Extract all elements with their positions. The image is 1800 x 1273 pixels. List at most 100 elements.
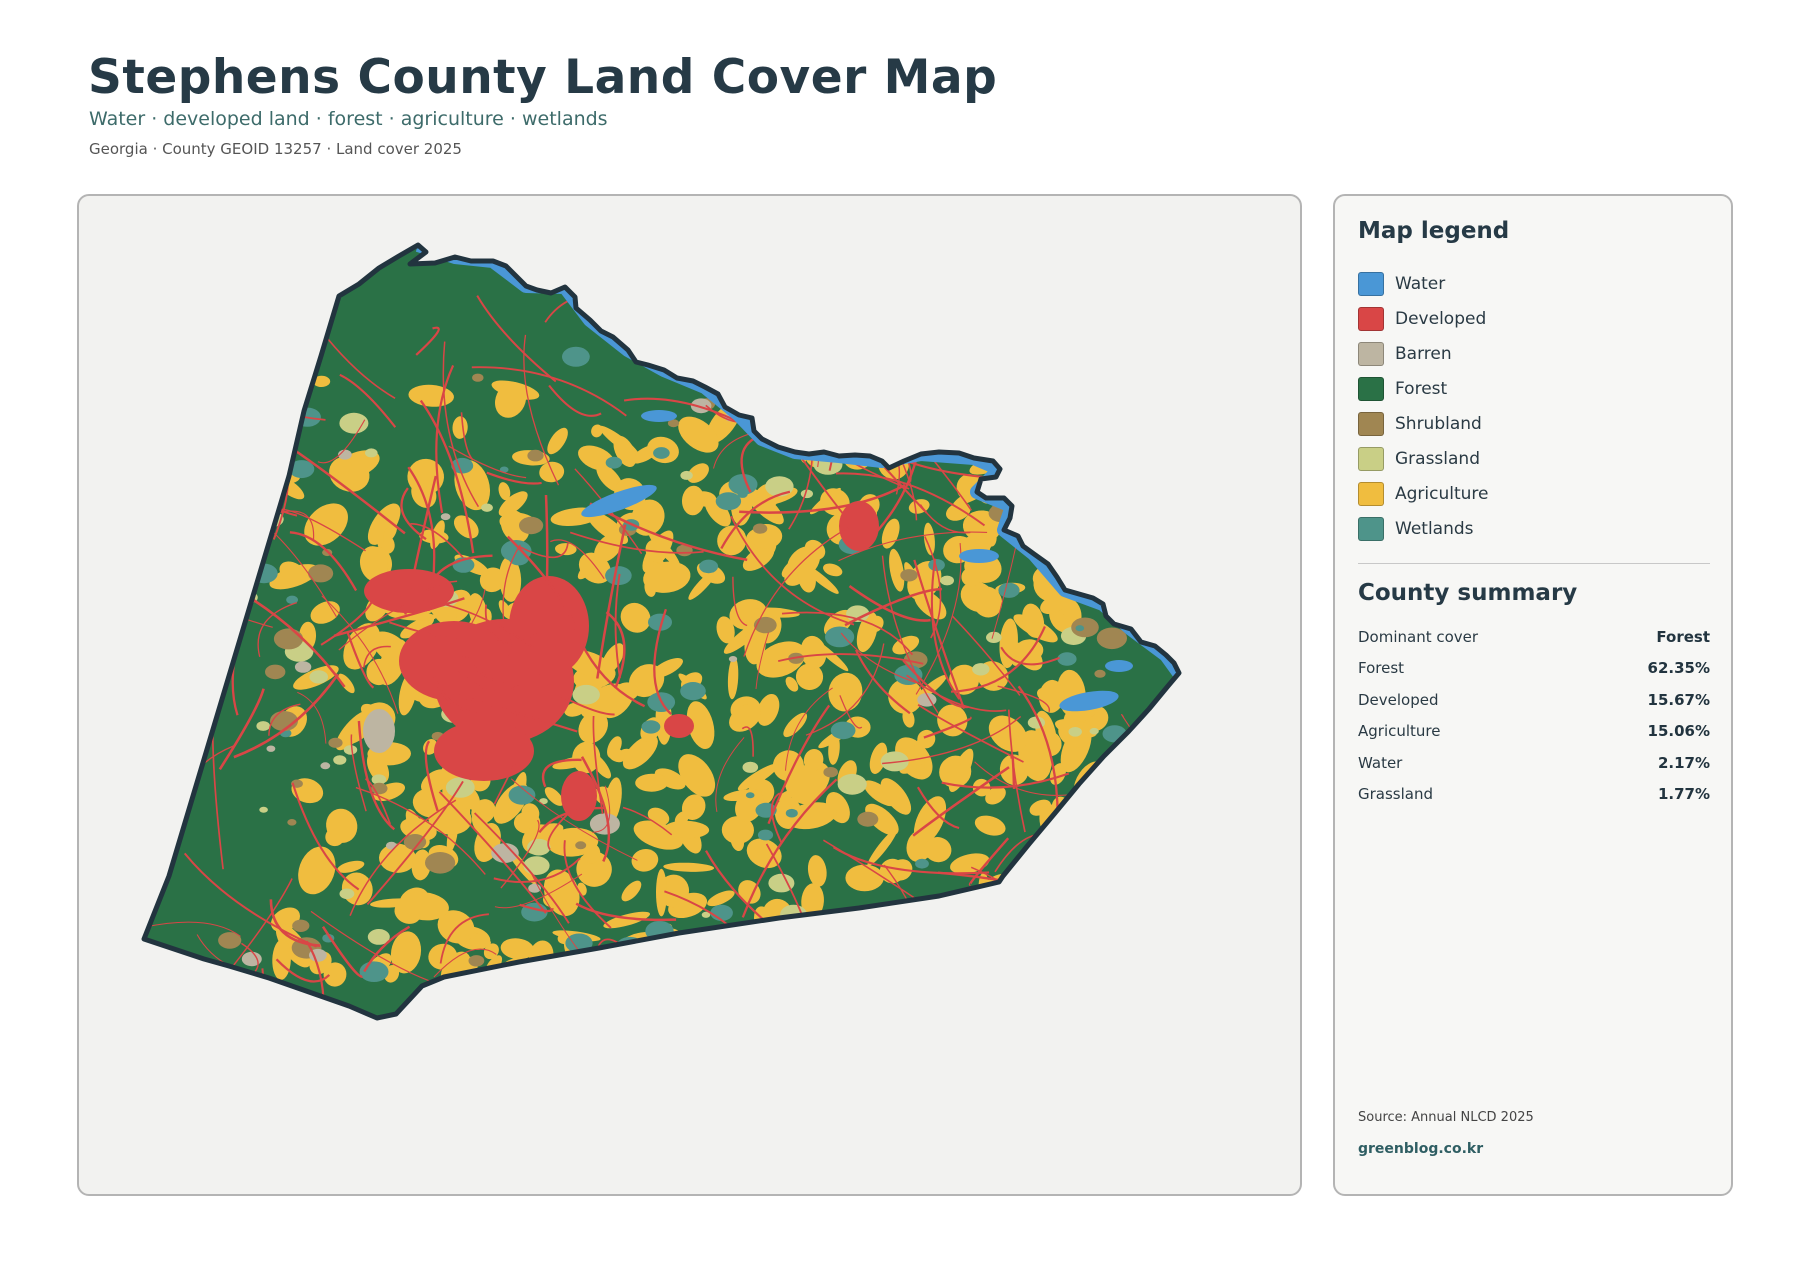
agriculture-patch (1007, 449, 1025, 466)
shrubland-patch (900, 569, 918, 582)
shrubland-patch (1054, 863, 1063, 869)
barren-patch (501, 971, 514, 980)
agriculture-patch (814, 922, 834, 958)
agriculture-patch (803, 748, 824, 771)
grassland-patch (880, 751, 909, 772)
agriculture-patch (971, 936, 998, 951)
grassland-patch (759, 385, 785, 403)
barren-patch (338, 449, 352, 460)
legend-item-agriculture: Agriculture (1358, 476, 1489, 511)
legend-swatch (1358, 306, 1384, 331)
agriculture-patch (367, 503, 401, 545)
wetlands-patch (928, 559, 945, 571)
agriculture-patch (816, 404, 845, 436)
agriculture-patch (1081, 896, 1112, 914)
legend-label: Agriculture (1395, 483, 1489, 504)
shrubland-patch (1071, 617, 1099, 638)
shrubland-patch (800, 979, 810, 987)
wetlands-patch (1116, 409, 1130, 419)
barren-patch (320, 762, 331, 770)
wetlands-patch (715, 492, 742, 511)
map-panel[interactable]: N (77, 194, 1302, 1196)
road-segment (1067, 841, 1081, 915)
agriculture-patch (999, 618, 1018, 669)
grassland-patch (701, 911, 711, 918)
grassland-patch (940, 575, 954, 586)
road-segment (1096, 986, 1127, 1018)
agriculture-patch (738, 880, 761, 904)
agriculture-patch (1060, 593, 1080, 626)
agriculture-patch (1048, 852, 1084, 874)
legend-label: Developed (1395, 308, 1487, 329)
agriculture-patch (920, 910, 935, 962)
road-segment (339, 373, 397, 428)
agriculture-patch (577, 557, 600, 580)
agriculture-patch (622, 735, 658, 770)
shrubland-patch (1083, 530, 1110, 549)
agriculture-patch (586, 510, 629, 545)
wetlands-patch (968, 380, 983, 391)
road-segment (715, 737, 745, 812)
agriculture-patch (961, 567, 981, 587)
road-segment (739, 483, 906, 514)
agriculture-patch (564, 702, 586, 717)
agriculture-patch (498, 482, 511, 501)
shrubland-patch (997, 447, 1010, 456)
agriculture-patch (1071, 865, 1093, 886)
road-segment (515, 964, 552, 973)
road-segment (510, 778, 638, 861)
grassland-patch (343, 745, 358, 755)
road-segment (700, 291, 747, 370)
road-segment (471, 366, 627, 417)
grassland-patch (1100, 409, 1130, 431)
credit-link[interactable]: greenblog.co.kr (1358, 1141, 1484, 1157)
agriculture-patch (411, 849, 432, 881)
agriculture-patch (865, 803, 899, 836)
road-segment (519, 903, 554, 913)
summary-row: Developed 15.67% (1358, 684, 1710, 716)
road-segment (937, 968, 1020, 1001)
page-title: Stephens County Land Cover Map (88, 50, 998, 105)
agriculture-patch (744, 624, 766, 665)
shrubland-patch (468, 955, 485, 967)
road-segment (844, 587, 942, 627)
road-segment (755, 632, 769, 689)
grassland-patch (280, 390, 306, 409)
grassland-patch (837, 773, 867, 795)
road-segment (579, 641, 646, 708)
agriculture-patch (304, 503, 348, 546)
legend-swatch (1358, 516, 1384, 541)
developed-core (664, 714, 694, 738)
agriculture-patch (1051, 872, 1079, 904)
wetlands-patch (680, 682, 706, 701)
road-segment (506, 535, 580, 638)
county-map[interactable] (79, 196, 1302, 1196)
road-segment (433, 676, 517, 718)
agriculture-patch (615, 682, 639, 701)
legend-label: Shrubland (1395, 413, 1482, 434)
road-segment (486, 471, 542, 485)
road-segment (446, 589, 486, 662)
road-segment (907, 306, 922, 381)
summary-value: 2.17% (1657, 753, 1710, 772)
road-segment (592, 785, 611, 833)
agriculture-patch (762, 927, 790, 958)
agriculture-patch (899, 757, 923, 774)
agriculture-patch (716, 616, 735, 644)
agriculture-patch (951, 384, 965, 410)
agriculture-patch (735, 788, 764, 823)
agriculture-patch (558, 961, 574, 979)
agriculture-patch (867, 828, 898, 867)
agriculture-patch (1006, 953, 1048, 991)
agriculture-patch (589, 951, 635, 987)
agriculture-patch (879, 858, 905, 884)
road-segment (476, 295, 557, 383)
agriculture-patch (664, 820, 710, 839)
agriculture-patch (807, 855, 827, 887)
summary-value: 62.35% (1647, 659, 1710, 678)
grassland-patch (1068, 727, 1082, 737)
agriculture-patch (608, 748, 626, 763)
road-segment (419, 399, 475, 554)
road-segment (563, 840, 612, 929)
legend-swatch (1358, 411, 1384, 436)
